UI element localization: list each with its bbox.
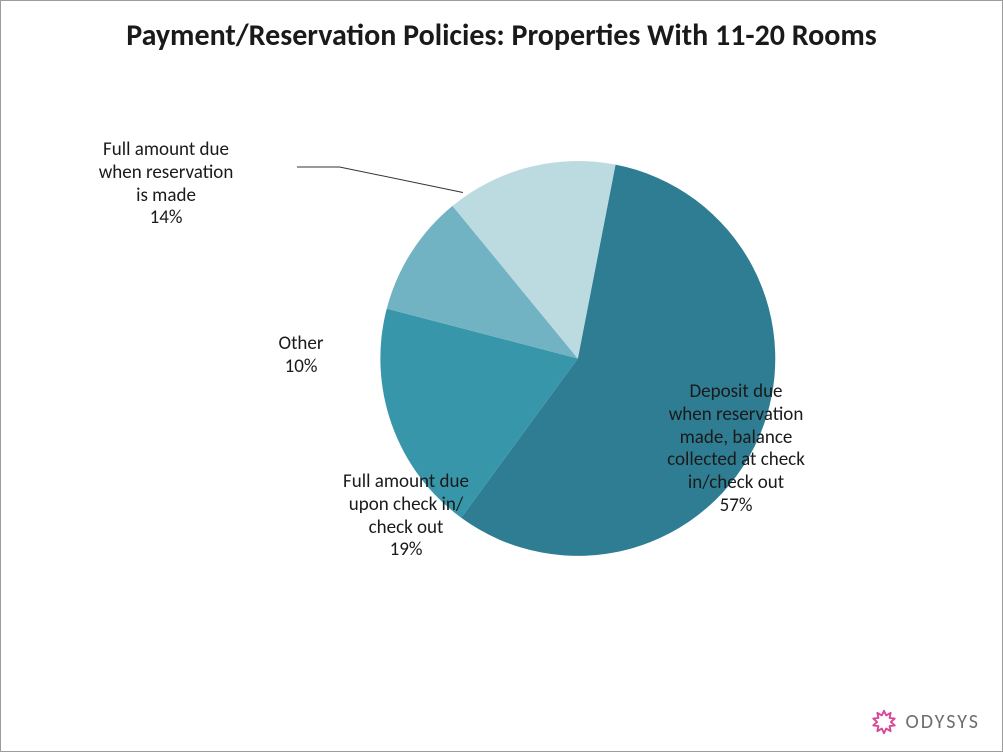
slice-pct-other: 10% — [241, 356, 361, 379]
leader-line-full_reservation — [297, 167, 463, 193]
chart-frame: Payment/Reservation Policies: Properties… — [0, 0, 1003, 752]
odysys-text: ODYSYS — [905, 710, 980, 734]
slice-pct-full_reservation: 14% — [71, 207, 261, 230]
slice-pct-full_checkinout: 19% — [316, 539, 496, 562]
slice-label-deposit: Deposit duewhen reservationmade, balance… — [641, 381, 831, 518]
brand-logo: ODYSYS — [871, 709, 980, 735]
slice-label-other: Other10% — [241, 333, 361, 379]
slice-label-full_reservation: Full amount duewhen reservationis made14… — [71, 139, 261, 230]
odysys-icon — [871, 709, 897, 735]
slice-pct-deposit: 57% — [641, 495, 831, 518]
slice-label-full_checkinout: Full amount dueupon check in/check out19… — [316, 471, 496, 562]
